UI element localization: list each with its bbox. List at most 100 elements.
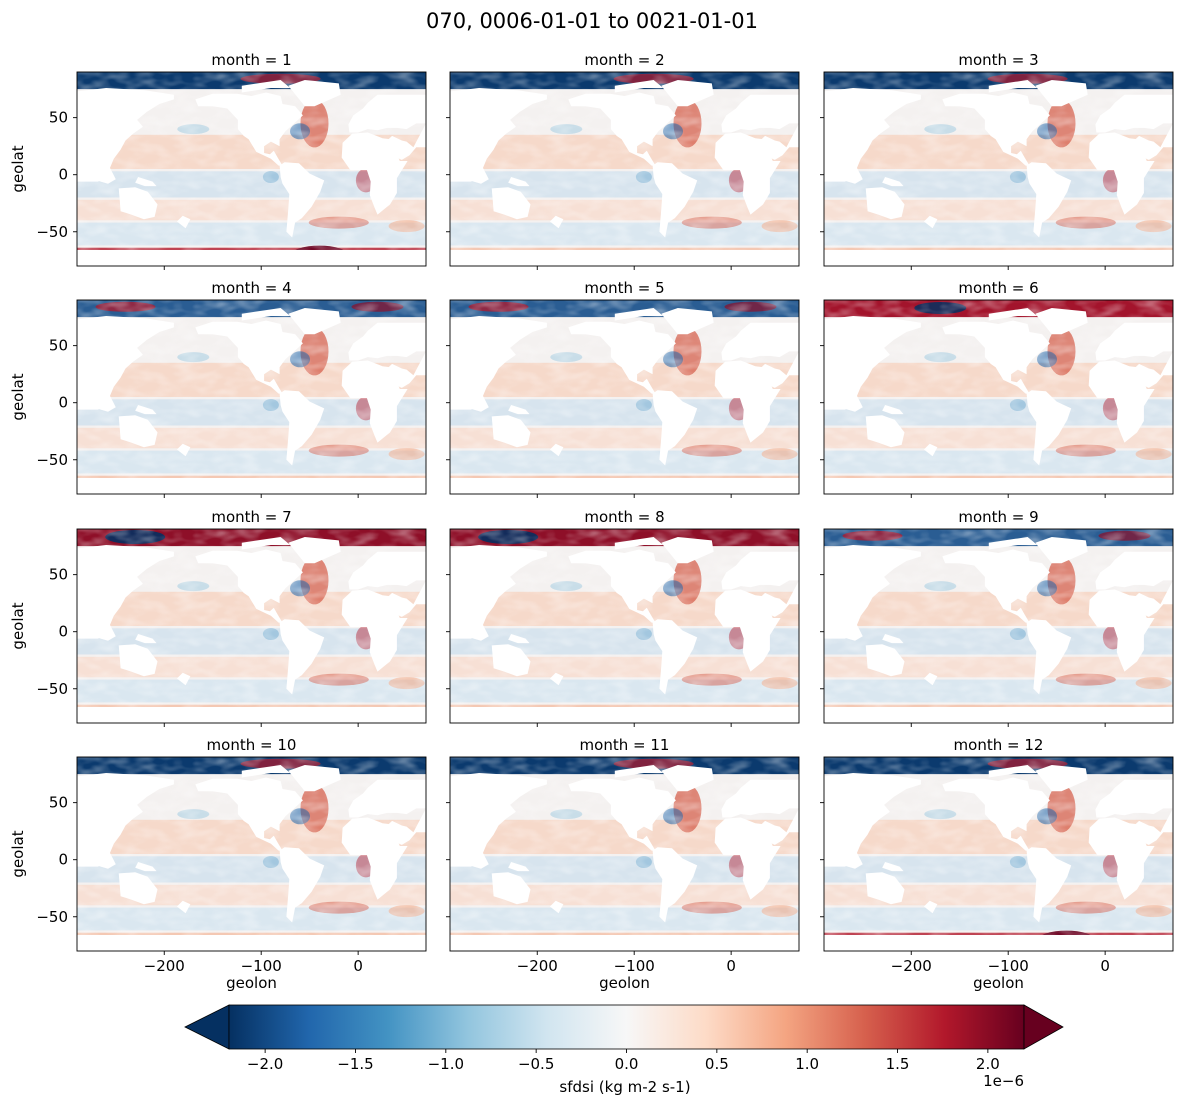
land-mask: [549, 900, 564, 914]
land-mask: [721, 551, 799, 590]
land-mask: [135, 405, 157, 415]
y-tick-label: 50: [49, 566, 68, 584]
land-mask: [461, 848, 489, 869]
land-mask: [1095, 94, 1173, 133]
colorbar-bar: [228, 1004, 1025, 1050]
land-mask: [450, 250, 799, 266]
panel-title: month = 11: [580, 736, 670, 754]
land-mask: [1026, 390, 1072, 466]
land-mask: [450, 316, 547, 410]
land-mask: [118, 187, 158, 220]
land-mask: [118, 872, 158, 905]
land-mask: [77, 250, 426, 266]
panel-title: month = 3: [958, 51, 1038, 69]
land-mask: [508, 405, 530, 415]
panel-frame: [76, 299, 427, 495]
panel-field: [77, 72, 426, 266]
land-mask: [491, 415, 531, 448]
land-mask: [824, 88, 921, 182]
land-mask: [549, 672, 564, 686]
land-mask: [88, 391, 116, 412]
land-mask: [652, 619, 698, 695]
panel-title: month = 1: [211, 51, 291, 69]
land-mask: [341, 817, 408, 900]
land-mask: [824, 478, 1173, 494]
land-mask: [288, 80, 341, 107]
panel-field: [450, 757, 799, 951]
land-mask: [865, 872, 905, 905]
land-mask: [450, 88, 547, 182]
panel-title: month = 9: [958, 508, 1038, 526]
land-mask: [176, 672, 191, 686]
land-mask: [865, 644, 905, 677]
panels-grid: month = 1 50 0 −50 geolat month = 2 month = 3 m…: [9, 51, 1174, 992]
x-tick-label: −100: [241, 957, 282, 975]
colorbar-multiplier: 1e−6: [983, 1072, 1024, 1090]
land-mask: [721, 94, 799, 133]
land-mask: [88, 848, 116, 869]
panel-frame: [449, 528, 800, 724]
land-mask: [835, 391, 863, 412]
land-mask: [661, 765, 714, 792]
land-mask: [882, 634, 904, 644]
land-mask: [461, 391, 489, 412]
colorbar-tick-label: −2.0: [247, 1055, 283, 1073]
land-mask: [341, 132, 408, 215]
panel-11: month = 11 −200 −100 0 geolon: [446, 736, 800, 992]
land-mask: [1134, 351, 1173, 388]
land-mask: [661, 537, 714, 564]
land-mask: [1095, 322, 1173, 361]
land-mask: [865, 187, 905, 220]
land-mask: [760, 580, 799, 617]
panel-title: month = 5: [584, 279, 664, 297]
land-mask: [348, 779, 426, 818]
land-mask: [865, 415, 905, 448]
land-mask: [77, 935, 426, 951]
y-tick-label: −50: [36, 223, 68, 241]
land-mask: [988, 308, 1038, 321]
x-tick-label: 0: [1100, 957, 1110, 975]
land-mask: [923, 443, 938, 457]
colorbar-extend-high: [1023, 1004, 1064, 1050]
land-mask: [348, 94, 426, 133]
land-mask: [652, 162, 698, 238]
land-mask: [721, 322, 799, 361]
panel-frame: [823, 528, 1174, 724]
x-axis-label: geolon: [226, 974, 277, 992]
land-mask: [714, 360, 781, 443]
land-mask: [835, 620, 863, 641]
land-mask: [1095, 779, 1173, 818]
y-tick-label: 0: [58, 166, 68, 184]
panel-field: [450, 72, 799, 266]
x-tick-label: −200: [144, 957, 185, 975]
land-mask: [77, 316, 174, 410]
land-mask: [387, 580, 426, 617]
colorbar-tick-label: 0.5: [705, 1055, 729, 1073]
x-tick-label: 0: [353, 957, 363, 975]
y-axis-label: geolat: [9, 145, 27, 192]
y-tick-label: −50: [36, 451, 68, 469]
y-axis-label: geolat: [9, 602, 27, 649]
panel-field: [824, 757, 1173, 951]
x-tick-label: −100: [988, 957, 1029, 975]
land-mask: [241, 80, 291, 93]
land-mask: [77, 545, 174, 639]
land-mask: [942, 777, 1050, 851]
land-mask: [923, 900, 938, 914]
land-mask: [491, 644, 531, 677]
land-mask: [288, 537, 341, 564]
panel-field: [77, 300, 426, 494]
y-tick-label: −50: [36, 908, 68, 926]
panel-frame: [76, 756, 427, 952]
panel-title: month = 10: [207, 736, 297, 754]
land-mask: [714, 589, 781, 672]
panel-field: [450, 300, 799, 494]
land-mask: [652, 847, 698, 923]
panel-field: [450, 529, 799, 723]
y-axis-label: geolat: [9, 373, 27, 420]
land-mask: [450, 545, 547, 639]
land-mask: [1035, 308, 1088, 335]
land-mask: [835, 848, 863, 869]
land-mask: [882, 405, 904, 415]
land-mask: [450, 773, 547, 867]
